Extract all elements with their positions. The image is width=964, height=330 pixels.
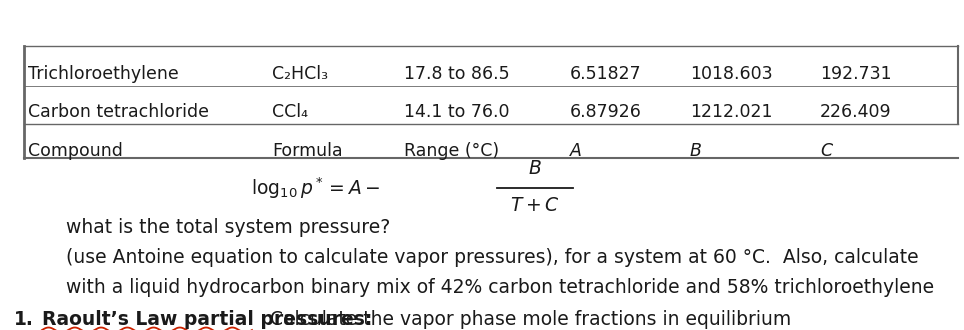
Text: Raoult’s Law partial pressures:: Raoult’s Law partial pressures: xyxy=(42,310,372,329)
Text: 6.51827: 6.51827 xyxy=(570,65,642,83)
Text: Calculate the vapor phase mole fractions in equilibrium: Calculate the vapor phase mole fractions… xyxy=(258,310,791,329)
Text: $B$: $B$ xyxy=(528,159,542,178)
Text: 192.731: 192.731 xyxy=(820,65,892,83)
Text: with a liquid hydrocarbon binary mix of 42% carbon tetrachloride and 58% trichlo: with a liquid hydrocarbon binary mix of … xyxy=(42,278,934,297)
Text: A: A xyxy=(570,142,582,160)
Text: Compound: Compound xyxy=(28,142,122,160)
Text: Range (°C): Range (°C) xyxy=(404,142,499,160)
Text: 1212.021: 1212.021 xyxy=(690,103,772,121)
Text: C: C xyxy=(820,142,832,160)
Text: 17.8 to 86.5: 17.8 to 86.5 xyxy=(404,65,510,83)
Text: Carbon tetrachloride: Carbon tetrachloride xyxy=(28,103,209,121)
Text: 226.409: 226.409 xyxy=(820,103,892,121)
Text: C₂HCl₃: C₂HCl₃ xyxy=(272,65,328,83)
Text: 1018.603: 1018.603 xyxy=(690,65,772,83)
Text: 6.87926: 6.87926 xyxy=(570,103,642,121)
Text: $T + C$: $T + C$ xyxy=(510,196,560,215)
Text: Formula: Formula xyxy=(272,142,342,160)
Text: CCl₄: CCl₄ xyxy=(272,103,308,121)
Text: B: B xyxy=(690,142,702,160)
Text: 1.: 1. xyxy=(14,310,34,329)
Text: $\log_{10} p^* = A -$: $\log_{10} p^* = A -$ xyxy=(251,175,380,201)
Text: Trichloroethylene: Trichloroethylene xyxy=(28,65,178,83)
Text: what is the total system pressure?: what is the total system pressure? xyxy=(42,218,390,237)
Text: (use Antoine equation to calculate vapor pressures), for a system at 60 °C.  Als: (use Antoine equation to calculate vapor… xyxy=(42,248,919,267)
Text: 14.1 to 76.0: 14.1 to 76.0 xyxy=(404,103,510,121)
